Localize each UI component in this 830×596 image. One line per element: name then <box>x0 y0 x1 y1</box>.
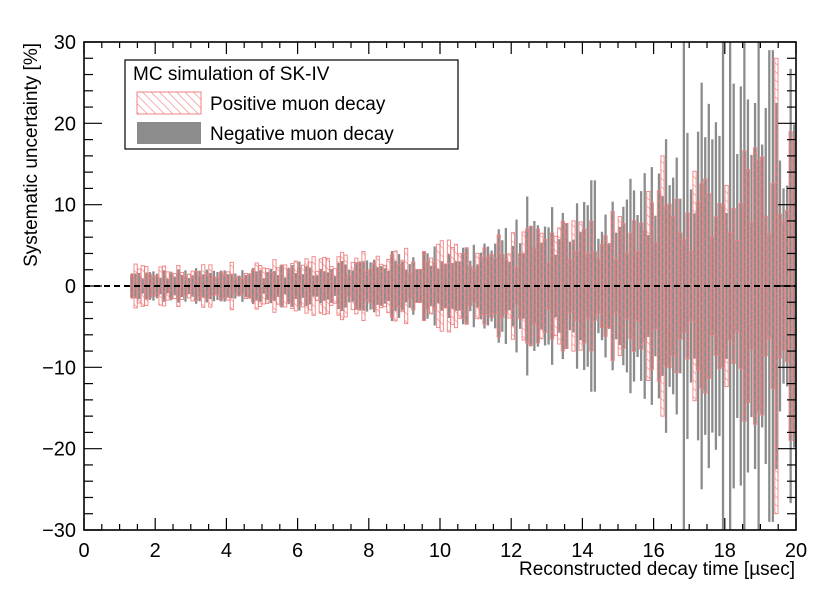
positive-bar <box>710 236 715 336</box>
x-tick-label: 14 <box>571 540 593 562</box>
tick-labels: 0 2 4 6 8 10 12 14 16 18 20 30 20 10 0 −10 −20 −30 <box>42 32 807 562</box>
positive-bar <box>240 277 245 295</box>
y-tick-label: 20 <box>54 113 76 135</box>
y-tick-label: −10 <box>42 357 76 379</box>
positive-bar <box>130 274 135 298</box>
legend-label-positive: Positive muon decay <box>210 94 386 115</box>
x-tick-label: 12 <box>500 540 522 562</box>
y-axis-title: Systematic uncertainty [%] <box>21 43 42 267</box>
y-tick-label: −30 <box>42 520 76 542</box>
positive-bar <box>169 273 174 299</box>
legend-swatch-negative <box>137 122 201 144</box>
positive-bar <box>229 261 234 311</box>
positive-bar <box>340 251 345 321</box>
x-tick-label: 0 <box>78 540 89 562</box>
positive-bar <box>350 261 355 311</box>
positive-bar <box>649 202 654 370</box>
x-axis-title: Reconstructed decay time [µsec] <box>519 559 795 580</box>
x-tick-label: 2 <box>150 540 161 562</box>
legend-label-negative: Negative muon decay <box>210 124 394 145</box>
positive-bar <box>560 220 565 352</box>
x-tick-label: 4 <box>221 540 232 562</box>
positive-bar <box>329 266 334 306</box>
positive-bar <box>140 265 145 307</box>
legend-swatch-positive <box>136 91 202 115</box>
legend-title: MC simulation of SK-IV <box>133 64 330 85</box>
y-tick-label: 0 <box>65 276 76 298</box>
y-tick-label: 10 <box>54 195 76 217</box>
positive-bar <box>500 254 505 318</box>
positive-bar <box>439 240 444 332</box>
positive-bar <box>760 156 765 416</box>
positive-bar <box>400 259 405 313</box>
positive-bar <box>599 243 605 329</box>
positive-bar <box>770 183 775 389</box>
positive-bar <box>610 210 615 362</box>
positive-bar <box>489 253 494 319</box>
positive-bar <box>379 263 384 309</box>
axis-ticks <box>83 41 797 531</box>
positive-bar <box>190 270 195 302</box>
x-tick-label: 20 <box>785 540 807 562</box>
x-tick-label: 16 <box>642 540 664 562</box>
positive-bar <box>290 263 295 309</box>
positive-bar <box>550 232 555 340</box>
positive-bar <box>589 220 594 352</box>
positive-bar <box>450 247 455 325</box>
positive-bar <box>279 265 284 307</box>
x-tick-label: 18 <box>714 540 736 562</box>
positive-bar <box>749 222 754 350</box>
x-tick-label: 6 <box>292 540 303 562</box>
positive-bar <box>389 254 394 318</box>
legend: MC simulation of SK-IV Positive muon dec… <box>124 59 459 150</box>
positive-bar <box>539 232 544 340</box>
positive-bar <box>639 222 644 350</box>
positive-bar <box>699 183 704 389</box>
x-tick-label: 8 <box>363 540 374 562</box>
x-tick-label: 10 <box>429 540 451 562</box>
positive-bar <box>179 271 184 301</box>
y-tick-label: 30 <box>54 32 76 54</box>
y-tick-label: −20 <box>42 439 76 461</box>
positive-bar <box>660 155 665 417</box>
